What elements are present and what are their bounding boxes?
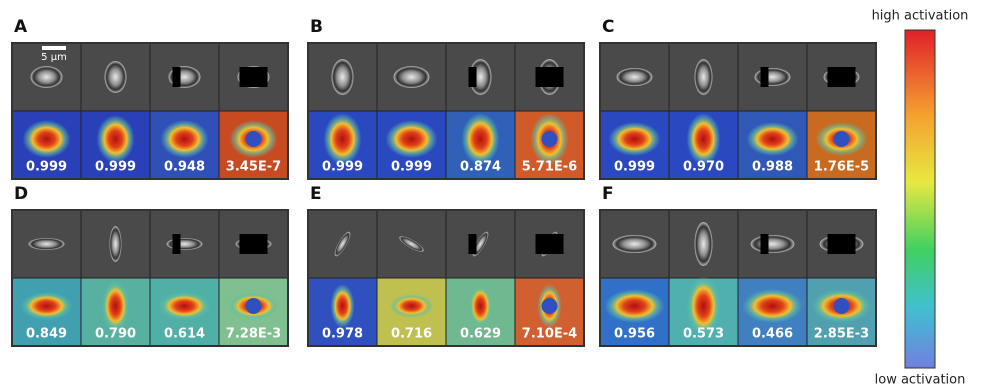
activation-blob	[21, 292, 73, 320]
panel-letter: E	[310, 184, 322, 204]
score: 0.999	[614, 160, 655, 175]
score: 0.849	[26, 327, 67, 342]
score: 0.999	[95, 160, 136, 175]
cell	[755, 68, 791, 86]
occluder	[828, 234, 856, 254]
activation-blob	[23, 120, 71, 158]
score: 0.629	[460, 327, 501, 342]
cell	[394, 66, 430, 88]
occluder	[536, 67, 564, 87]
colorbar-high-label: high activation	[872, 9, 969, 24]
panel-letter: D	[14, 184, 28, 204]
score: 5.71E-6	[522, 160, 577, 175]
score: 0.466	[752, 327, 793, 342]
cell	[110, 226, 122, 262]
occluder	[828, 67, 856, 87]
colorbar-low-label: low activation	[875, 373, 966, 388]
activation-blob	[161, 120, 209, 158]
activation-blob	[331, 284, 355, 328]
cell	[105, 61, 127, 93]
score: 0.999	[26, 160, 67, 175]
panel-letter: C	[602, 17, 614, 37]
cell	[695, 59, 713, 95]
cell	[332, 59, 354, 95]
cell	[167, 238, 203, 250]
cell	[29, 238, 65, 250]
figure: high activation low activation A 0.999 0.9…	[0, 0, 982, 390]
panel-letter: A	[14, 17, 28, 37]
score: 0.790	[95, 327, 136, 342]
colorbar	[905, 30, 935, 368]
score: 0.614	[164, 327, 205, 342]
cell	[617, 68, 653, 86]
activation-blob	[747, 122, 799, 156]
activation-blob	[462, 113, 500, 165]
activation-hole	[542, 298, 558, 314]
occluder	[469, 234, 477, 254]
activation-blob	[102, 280, 130, 332]
score: 7.10E-4	[522, 327, 577, 342]
score: 0.999	[391, 160, 432, 175]
cell	[31, 66, 63, 88]
occluder	[173, 234, 181, 254]
occluder	[173, 67, 181, 87]
scale-bar	[42, 46, 66, 50]
activation-blob	[386, 120, 438, 158]
score: 0.948	[164, 160, 205, 175]
score: 2.85E-3	[814, 327, 869, 342]
score: 0.999	[322, 160, 363, 175]
activation-blob	[159, 292, 211, 320]
activation-hole	[834, 131, 850, 147]
activation-blob	[609, 122, 661, 156]
occluder	[240, 234, 268, 254]
activation-blob	[687, 113, 721, 165]
activation-hole	[834, 298, 850, 314]
cell	[613, 235, 657, 253]
occluder	[761, 67, 769, 87]
score: 0.716	[391, 327, 432, 342]
score: 0.956	[614, 327, 655, 342]
activation-blob	[97, 115, 135, 163]
occluder	[536, 234, 564, 254]
activation-hole	[246, 131, 262, 147]
score: 3.45E-7	[226, 160, 281, 175]
activation-blob	[390, 294, 434, 318]
panel-letter: F	[602, 184, 614, 204]
activation-hole	[542, 131, 558, 147]
activation-blob	[469, 284, 493, 328]
activation-blob	[743, 289, 803, 323]
occluder	[240, 67, 268, 87]
cell	[695, 222, 713, 266]
score: 1.76E-5	[814, 160, 869, 175]
panel-letter: B	[310, 17, 323, 37]
occluder	[469, 67, 477, 87]
score: 0.573	[683, 327, 724, 342]
score: 0.874	[460, 160, 501, 175]
score: 7.28E-3	[226, 327, 281, 342]
activation-blob	[324, 113, 362, 165]
activation-hole	[246, 298, 262, 314]
cell	[751, 235, 795, 253]
score: 0.988	[752, 160, 793, 175]
activation-blob	[605, 289, 665, 323]
score: 0.970	[683, 160, 724, 175]
occluder	[761, 234, 769, 254]
score: 0.978	[322, 327, 363, 342]
scale-bar-label: 5 μm	[41, 52, 67, 63]
